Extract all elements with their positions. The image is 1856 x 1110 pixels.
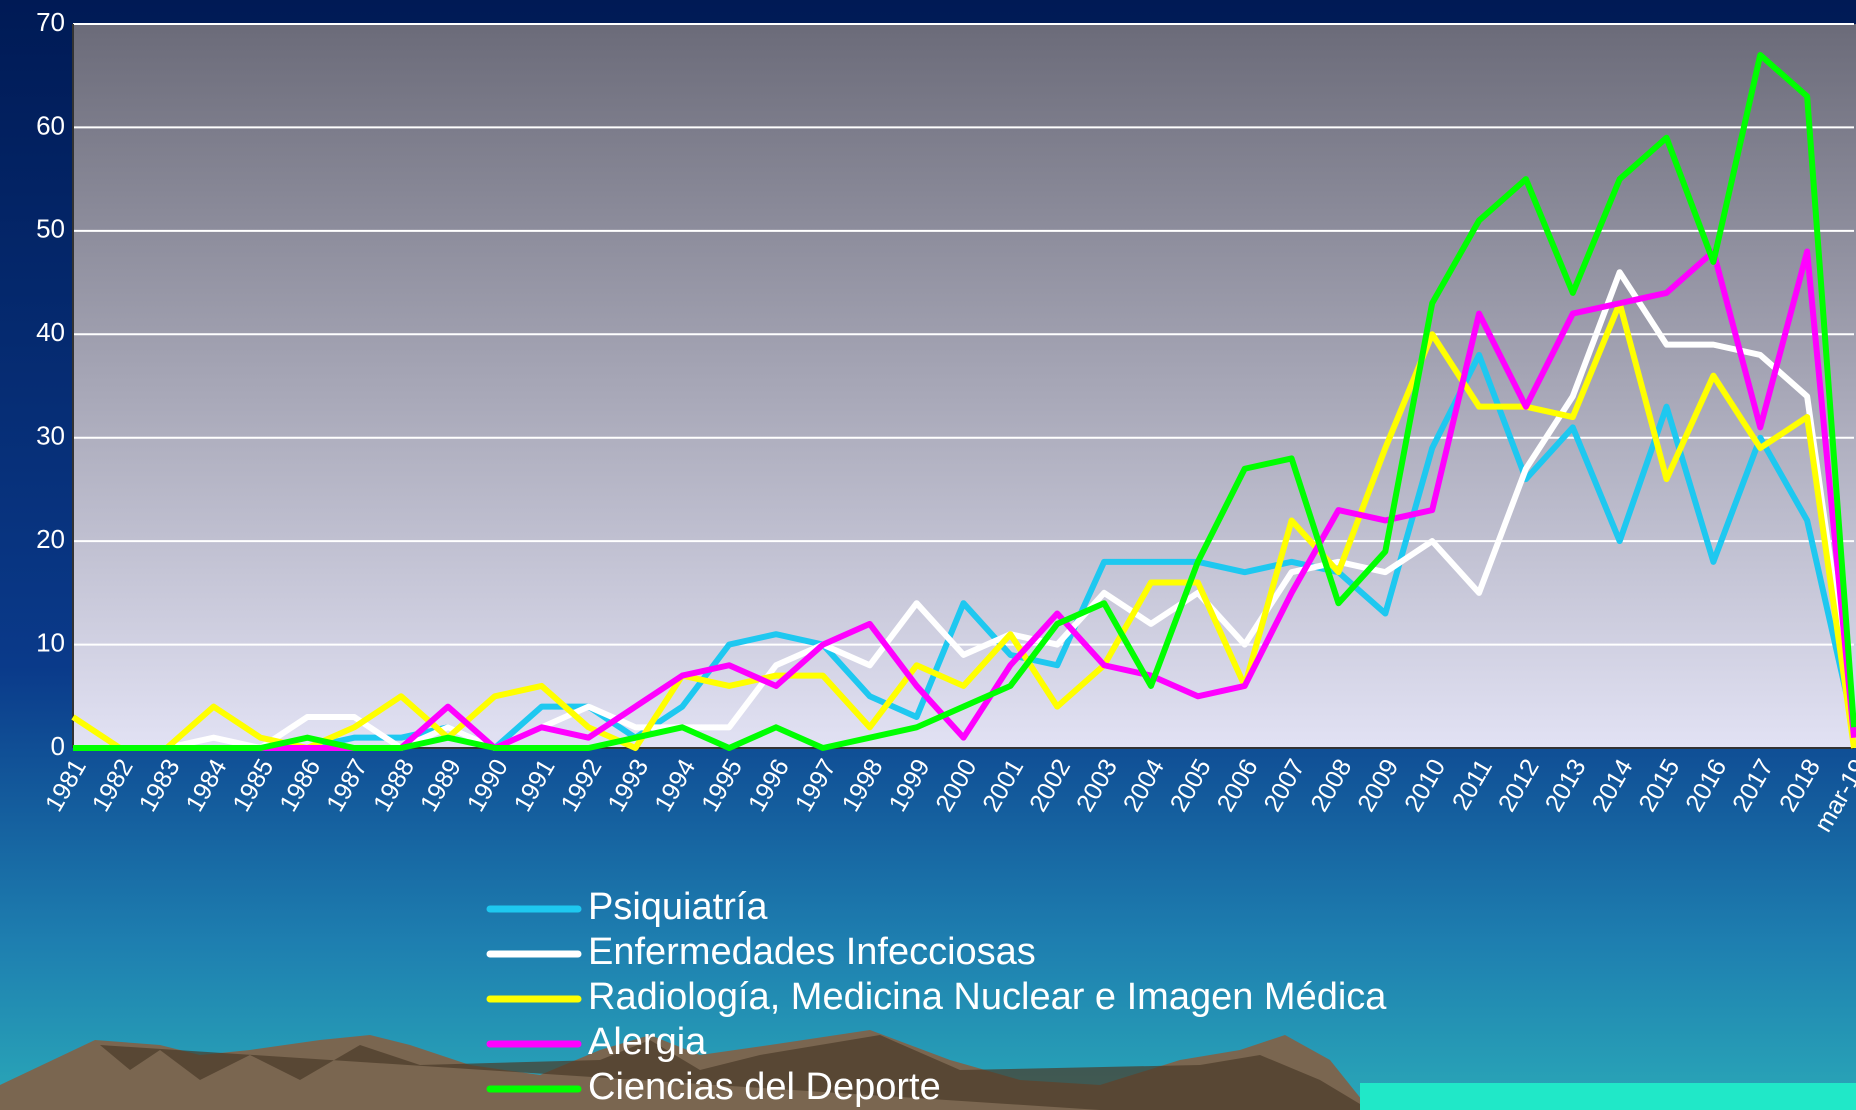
legend-label: Psiquiatría	[588, 886, 768, 928]
legend-label: Alergia	[588, 1021, 707, 1063]
series-line	[73, 351, 1856, 751]
y-tick-label: 40	[36, 317, 65, 347]
plot-area	[73, 24, 1856, 748]
y-tick-label: 10	[36, 627, 65, 657]
y-tick-label: 70	[36, 7, 65, 37]
series-line	[71, 300, 1856, 751]
y-tick-label: 50	[36, 214, 65, 244]
legend-label: Radiología, Medicina Nuclear e Imagen Mé…	[588, 976, 1387, 1018]
y-tick-label: 30	[36, 421, 65, 451]
y-tick-label: 20	[36, 524, 65, 554]
series-line	[73, 269, 1856, 751]
y-tick-label: 0	[51, 731, 65, 761]
ground-strip	[1360, 1083, 1856, 1110]
legend-label: Ciencias del Deporte	[588, 1066, 941, 1108]
y-tick-label: 60	[36, 110, 65, 140]
series-line	[73, 52, 1856, 751]
mountain-shadow	[100, 1035, 1370, 1110]
legend-label: Enfermedades Infecciosas	[588, 931, 1036, 973]
